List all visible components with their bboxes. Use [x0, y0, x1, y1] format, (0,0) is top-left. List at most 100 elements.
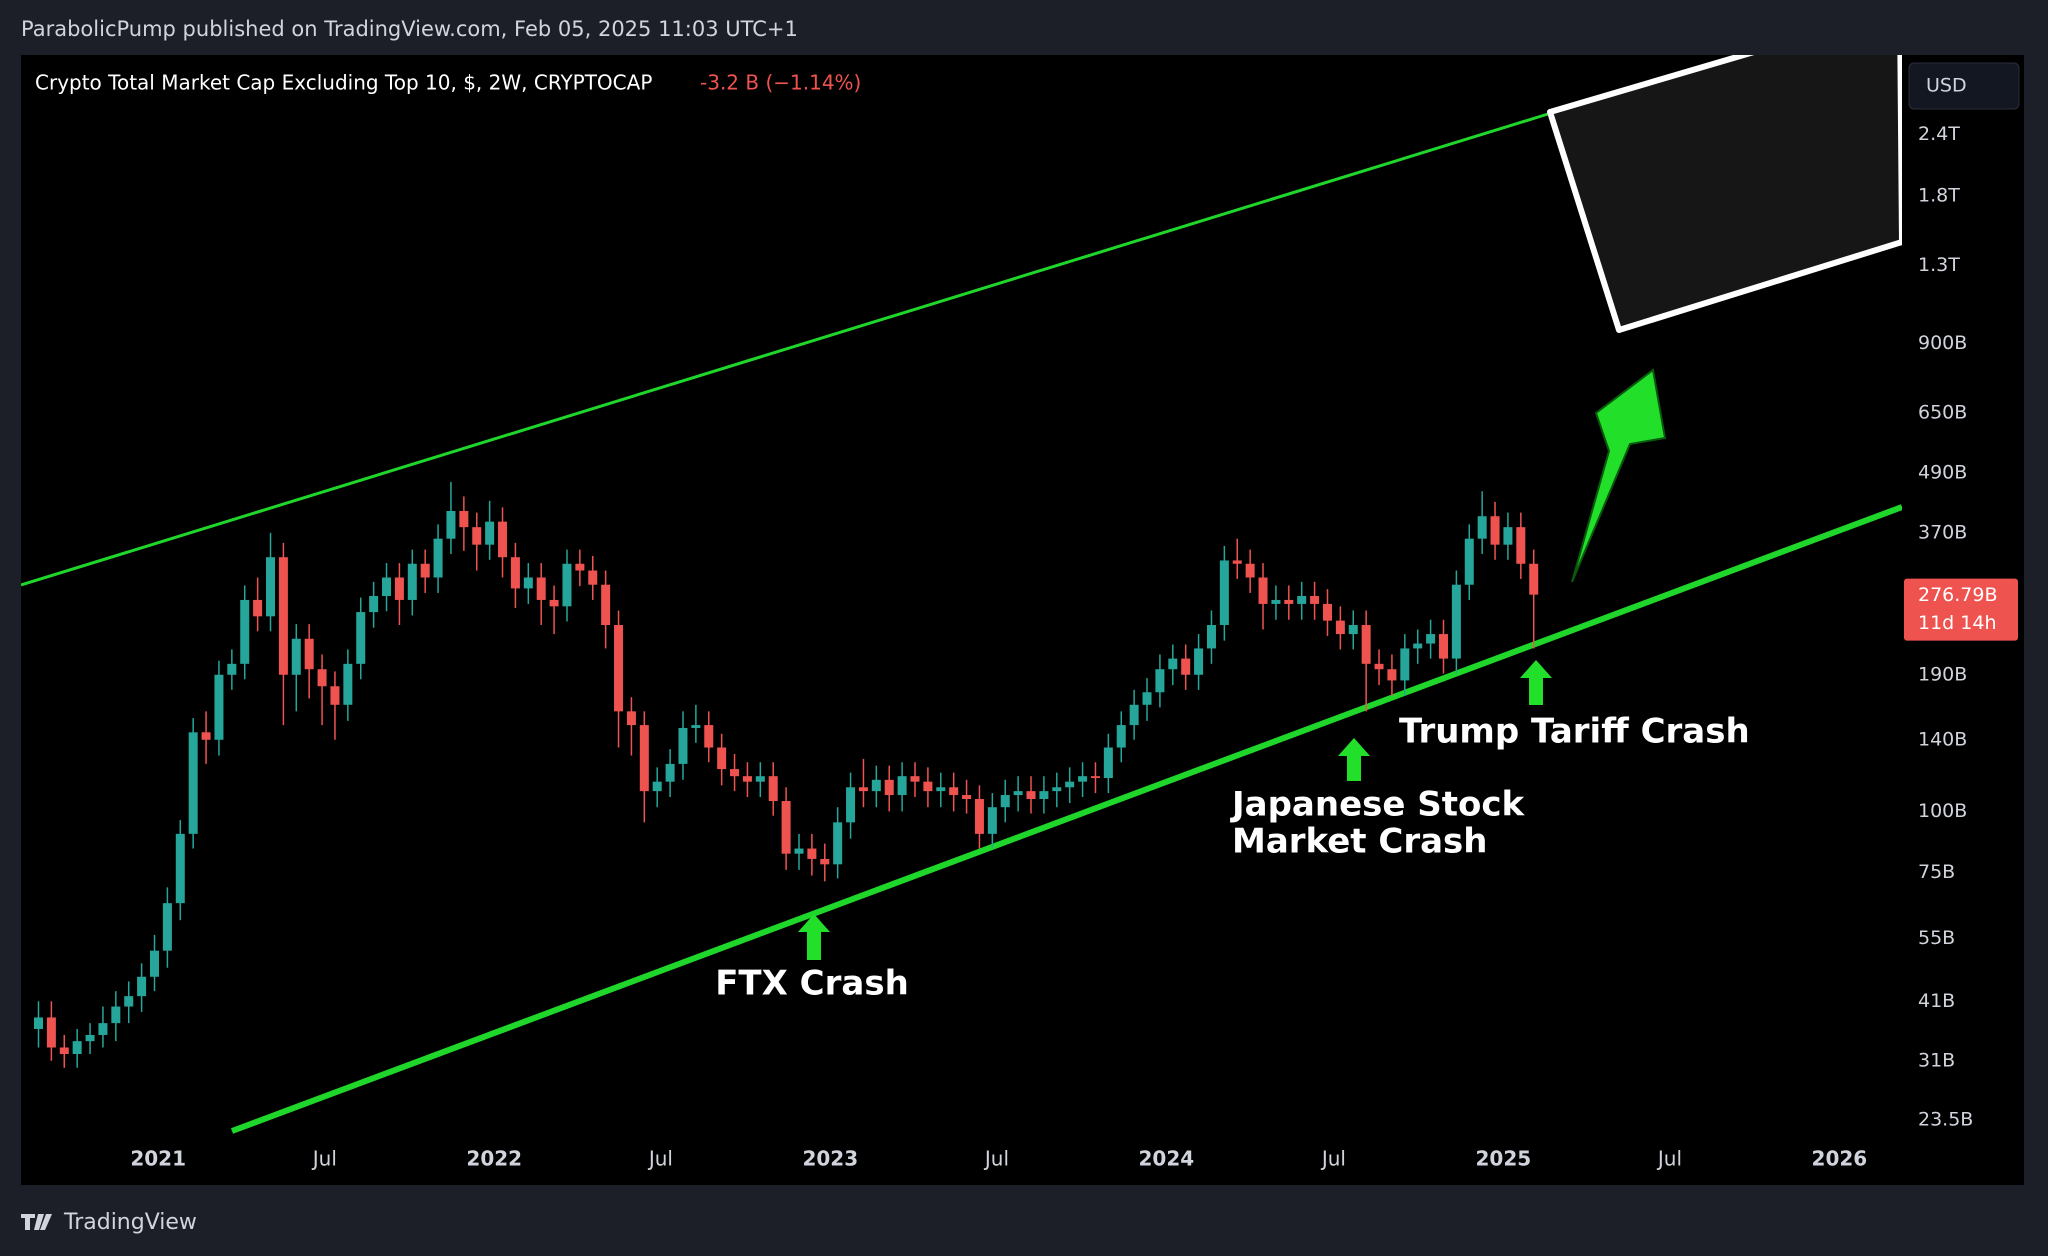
candle-body [175, 833, 185, 904]
candle-body [1464, 538, 1474, 585]
x-tick-label: Jul [311, 1147, 337, 1171]
y-tick-label: 1.3T [1918, 254, 1960, 276]
x-axis: 2021 Jul 2022 Jul 2023 Jul 2024 Jul 2025 Jul 2026 [130, 1147, 1868, 1185]
x-tick-label: Jul [1656, 1147, 1682, 1171]
candle-body [523, 577, 533, 589]
publish-info: ParabolicPump published on TradingView.c… [21, 17, 798, 41]
candle-body [356, 612, 366, 664]
x-tick-label: 2023 [802, 1147, 858, 1171]
candle-body [1284, 599, 1294, 604]
candle-body [1335, 620, 1345, 635]
candle-body [240, 599, 250, 664]
candle-body [1503, 527, 1513, 545]
candle-body [72, 1041, 82, 1055]
candle-body [369, 596, 379, 613]
candle-body [1129, 704, 1139, 726]
candle-body [974, 799, 984, 834]
y-tick-label: 650B [1918, 401, 1967, 423]
up-arrow-big [1571, 368, 1667, 583]
candle-body [278, 557, 288, 675]
candle-body [536, 577, 546, 600]
annotation: Trump Tariff Crash [1399, 712, 1750, 752]
candle-body [858, 787, 868, 792]
candle-body [1258, 577, 1268, 604]
candle-body [639, 725, 649, 792]
candle-body [1516, 527, 1526, 564]
x-tick-label: Jul [647, 1147, 673, 1171]
candle-body [742, 776, 752, 782]
y-tick-label: 1.8T [1918, 184, 1960, 206]
candle-body [227, 663, 237, 675]
candle-body [549, 599, 559, 607]
x-tick-label: 2022 [466, 1147, 522, 1171]
y-tick-label: 55B [1918, 927, 1955, 949]
y-tick-label: 900B [1918, 332, 1967, 354]
candle-body [446, 510, 456, 539]
candle-body [510, 557, 520, 589]
candle-body [794, 848, 804, 854]
candle-body [923, 781, 933, 792]
candle-body [201, 732, 211, 740]
plot-area [21, 55, 1902, 1134]
candle-body [304, 638, 314, 670]
candle-body [910, 776, 920, 782]
candle-body [394, 577, 404, 600]
candle-body [691, 725, 701, 728]
currency-button[interactable] [1908, 62, 2020, 110]
candle-body [614, 625, 624, 712]
candle-body [407, 563, 417, 600]
candle-body [833, 822, 843, 865]
candle-body [987, 807, 997, 834]
candle-body [1232, 560, 1242, 564]
x-tick-label: 2026 [1812, 1147, 1868, 1171]
candle-body [755, 776, 765, 782]
candle-body [1297, 596, 1307, 604]
up-arrow [1338, 738, 1370, 781]
candle-body [1219, 560, 1229, 626]
up-arrow [798, 914, 830, 960]
candles [33, 481, 1539, 1068]
currency-label[interactable]: USD [1926, 75, 1967, 97]
candle-body [1413, 643, 1423, 649]
y-axis: 23.5B 31B 41B 55B 75B 100B 140B 190B 370B 490B 650… [1902, 123, 2018, 1130]
candle-body [1039, 791, 1049, 800]
channel-upper [21, 112, 1549, 587]
candle-body [1000, 795, 1010, 808]
candle-body [1529, 563, 1539, 595]
target-box [1547, 55, 1902, 333]
candle-body [472, 527, 482, 545]
candle-body [807, 848, 817, 859]
candle-body [562, 563, 572, 607]
candle-body [1426, 634, 1436, 644]
candle-body [111, 1006, 121, 1024]
candle-body [433, 538, 443, 578]
candle-body [498, 521, 508, 558]
candle-body [1181, 658, 1191, 675]
channel-lower [230, 504, 1902, 1134]
candle-body [871, 779, 881, 792]
candle-body [678, 727, 688, 764]
candle-body [897, 776, 907, 796]
y-tick-label: 31B [1918, 1049, 1955, 1071]
candle-body [884, 779, 894, 796]
candle-body [717, 747, 727, 770]
candle-body [1348, 625, 1358, 635]
candle-body [1078, 776, 1088, 782]
x-tick-label: 2024 [1139, 1147, 1195, 1171]
candle-body [652, 781, 662, 792]
candle-body [137, 976, 147, 997]
candle-body [330, 686, 340, 705]
candle-body [601, 584, 611, 626]
candle-body [124, 996, 134, 1007]
candle-body [459, 510, 469, 528]
candle-body [59, 1047, 69, 1055]
candle-body [781, 801, 791, 854]
y-tick-label: 23.5B [1918, 1108, 1973, 1130]
symbol-title: Crypto Total Market Cap Excluding Top 10… [35, 71, 652, 95]
candle-body [820, 858, 830, 865]
candle-body [1322, 603, 1332, 621]
candle-body [1477, 516, 1487, 539]
x-tick-label: Jul [1320, 1147, 1346, 1171]
annotation: Market Crash [1232, 822, 1488, 862]
